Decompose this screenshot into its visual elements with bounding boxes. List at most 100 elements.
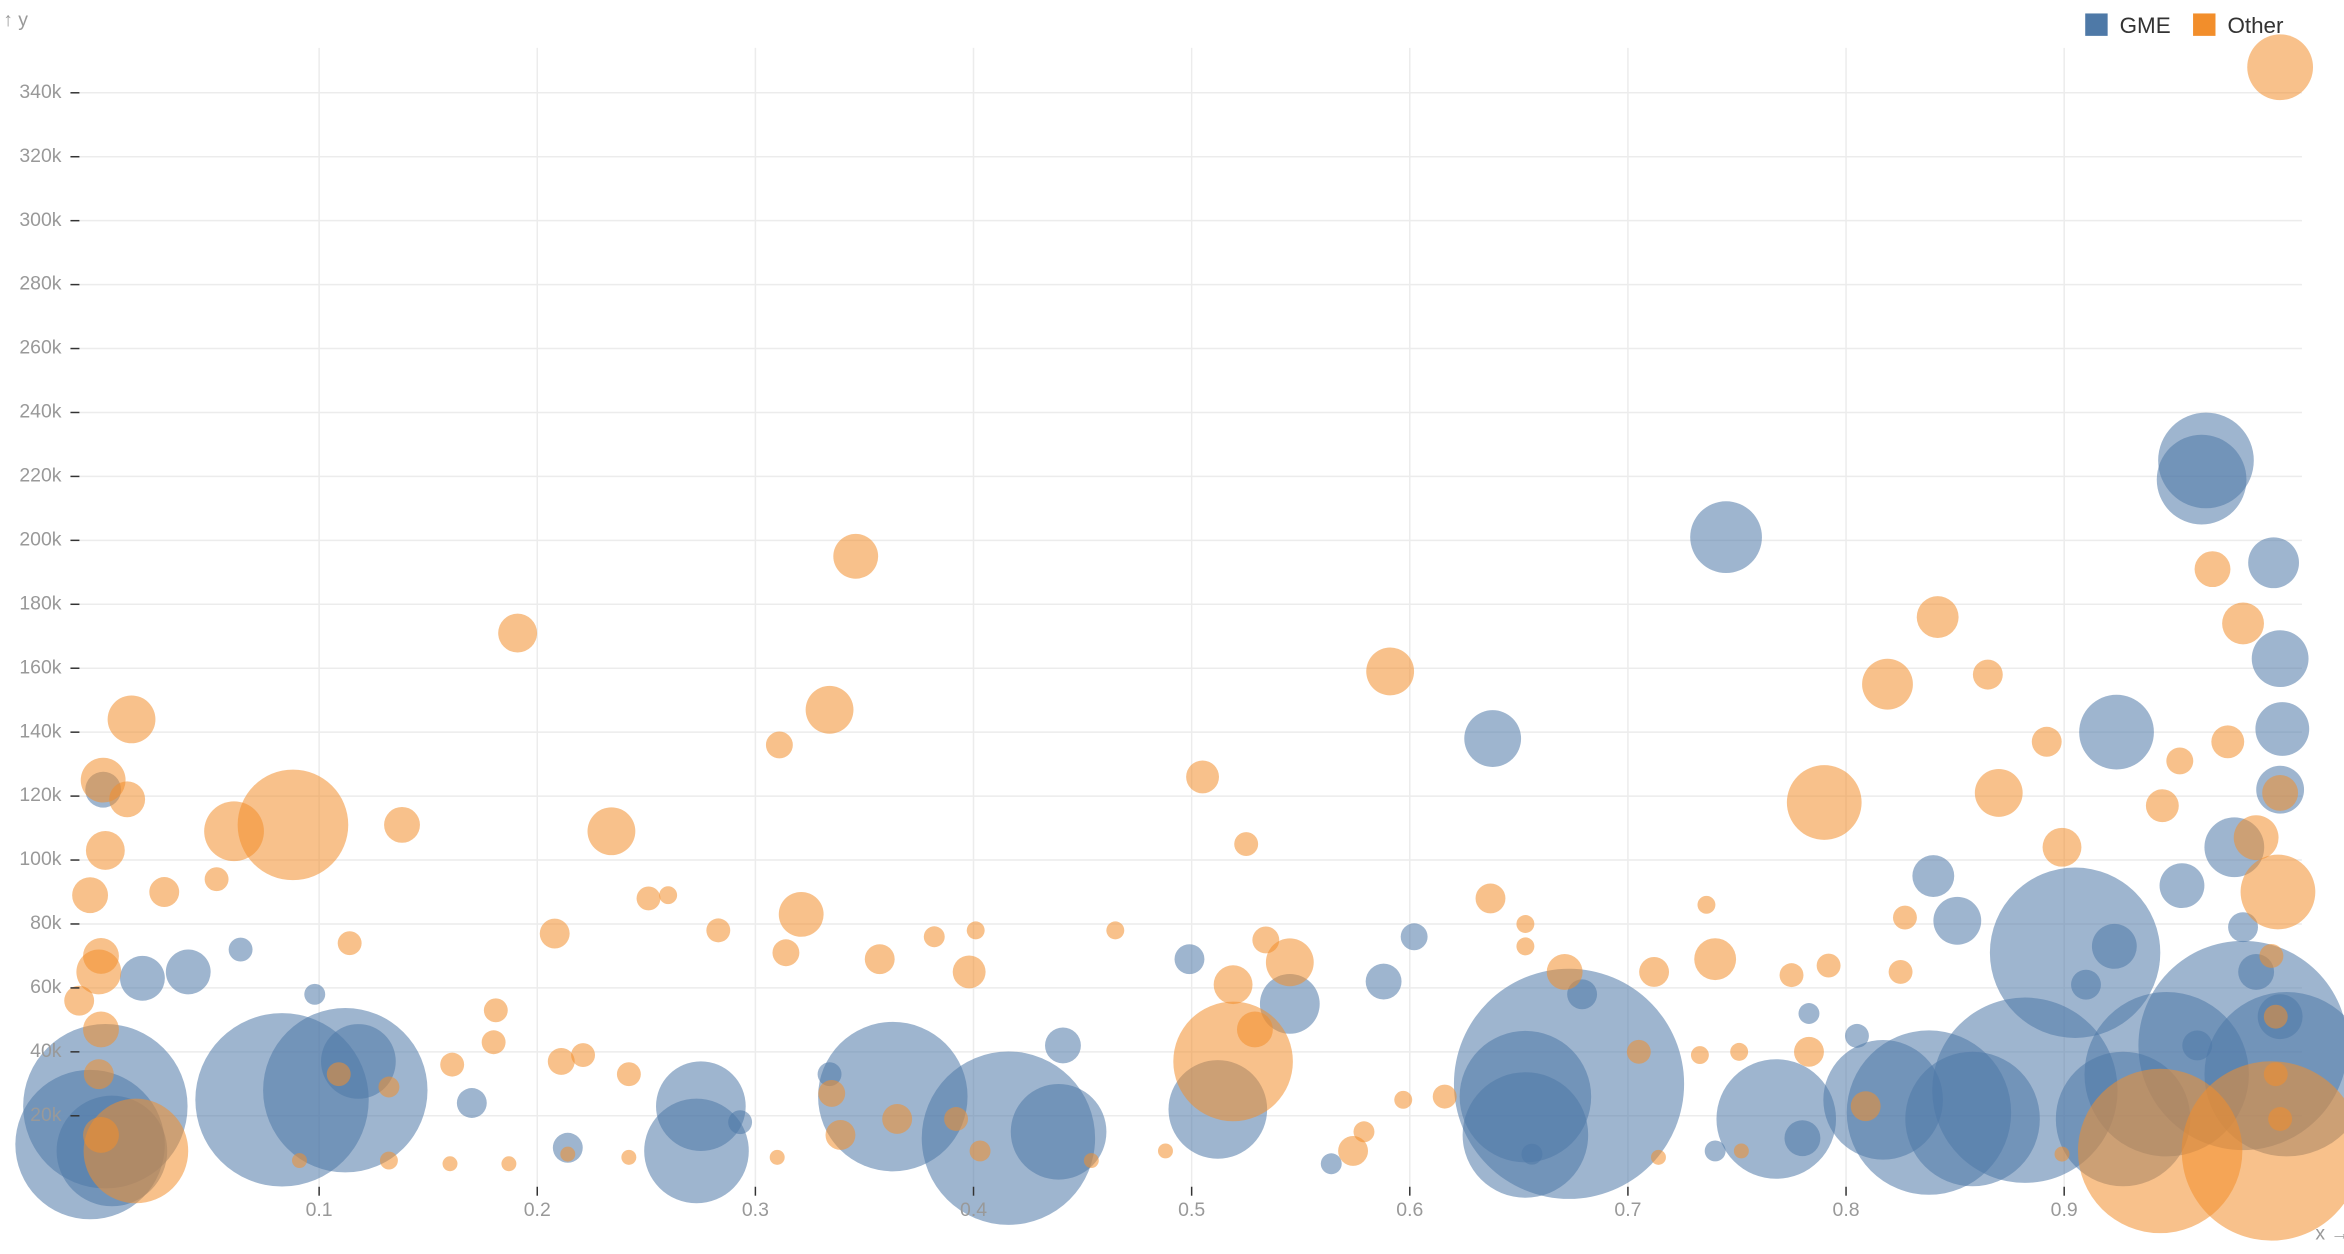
y-tick-label: 80k <box>30 912 62 934</box>
bubble <box>778 891 824 937</box>
bubble <box>621 1149 637 1165</box>
legend: GME Other <box>2085 13 2284 38</box>
bubble <box>1045 1027 1081 1064</box>
bubble <box>2211 725 2245 759</box>
bubble <box>1521 1143 1543 1165</box>
bubble <box>2262 774 2299 811</box>
bubble <box>2228 912 2258 943</box>
y-tick-label: 280k <box>19 273 61 295</box>
bubble <box>818 1021 968 1172</box>
bubble <box>72 877 109 914</box>
bubble <box>659 886 678 905</box>
bubble <box>1730 1042 1749 1061</box>
bubble <box>1626 1039 1651 1064</box>
bubble <box>1432 1084 1457 1109</box>
bubble <box>616 1062 641 1087</box>
x-tick-label: 0.9 <box>2051 1199 2078 1221</box>
bubble <box>2031 726 2062 757</box>
y-tick-label: 120k <box>19 784 61 806</box>
bubble <box>864 944 895 975</box>
bubble <box>1888 959 1913 984</box>
marks <box>15 34 2344 1241</box>
bubble <box>1704 1140 1726 1162</box>
bubble <box>2091 923 2137 969</box>
bubble <box>2255 702 2310 756</box>
bubble <box>547 1047 575 1075</box>
bubble <box>498 613 538 653</box>
bubble <box>2251 630 2309 688</box>
bubble <box>442 1156 458 1172</box>
bubble <box>1690 1046 1709 1065</box>
bubble <box>560 1146 576 1162</box>
bubble <box>1320 1153 1342 1175</box>
bubble <box>1546 953 1583 990</box>
bubble <box>1265 938 1314 987</box>
bubble <box>304 983 326 1005</box>
bubble <box>539 918 570 949</box>
y-tick-label: 20k <box>30 1104 62 1126</box>
bubble <box>1353 1121 1375 1143</box>
bubble <box>204 801 264 862</box>
bubble <box>1158 1143 1173 1159</box>
bubble <box>2247 34 2314 101</box>
bubble <box>1365 963 1402 1000</box>
bubble <box>378 1076 400 1098</box>
x-axis-label: x → <box>2315 1223 2344 1245</box>
bubble <box>483 998 508 1023</box>
bubble <box>1974 768 2023 817</box>
bubble <box>107 695 156 744</box>
y-tick-label: 140k <box>19 720 61 742</box>
bubble <box>1798 1003 1820 1024</box>
bubble <box>64 985 95 1016</box>
bubble <box>571 1043 596 1068</box>
bubble <box>1912 855 1955 897</box>
bubble <box>706 918 731 943</box>
bubble <box>1516 937 1535 956</box>
bubble <box>1697 895 1716 914</box>
x-tick-label: 0.3 <box>742 1199 769 1221</box>
bubble <box>1186 760 1219 794</box>
bubble <box>2079 694 2154 770</box>
bubble <box>1173 1001 1293 1122</box>
bubble <box>1892 905 1917 930</box>
bubble <box>1366 647 1415 696</box>
x-tick-label: 0.5 <box>1178 1199 1205 1221</box>
bubble <box>83 938 119 974</box>
bubble <box>1733 1143 1749 1159</box>
legend-swatch <box>2193 13 2216 36</box>
bubble <box>966 921 985 940</box>
bubble <box>456 1088 487 1118</box>
bubble <box>109 781 146 818</box>
y-tick-label: 320k <box>19 145 61 167</box>
bubble <box>1933 896 1982 945</box>
bubble <box>1516 915 1535 933</box>
bubble <box>1083 1153 1099 1169</box>
bubble <box>228 937 253 962</box>
bubble <box>587 807 636 856</box>
bubble <box>83 1059 114 1090</box>
bubble <box>1905 1051 2040 1187</box>
bubble <box>644 1098 749 1204</box>
y-tick-label: 240k <box>19 401 61 423</box>
bubble <box>2259 943 2284 968</box>
bubble <box>1400 923 1428 951</box>
bubble <box>1639 956 1670 987</box>
bubble <box>1786 765 1862 840</box>
bubble <box>923 926 945 948</box>
bubble <box>2233 815 2279 861</box>
bubble <box>501 1156 517 1172</box>
grid <box>79 47 2302 1187</box>
bubble <box>83 1011 119 1048</box>
bubble <box>120 955 165 1001</box>
bubble <box>2156 434 2247 525</box>
bubble <box>2268 1107 2293 1131</box>
bubble <box>1794 1036 1824 1067</box>
axes: ↑ y x → 20k 40k 60k 80k 100k 120k 140k 160k 180k… <box>3 9 2344 1245</box>
bubble <box>1106 921 1125 940</box>
bubble <box>149 877 180 907</box>
bubble <box>1844 1023 1869 1048</box>
bubble <box>1394 1090 1413 1109</box>
bubble <box>1816 953 1841 978</box>
bubble <box>1174 944 1205 975</box>
